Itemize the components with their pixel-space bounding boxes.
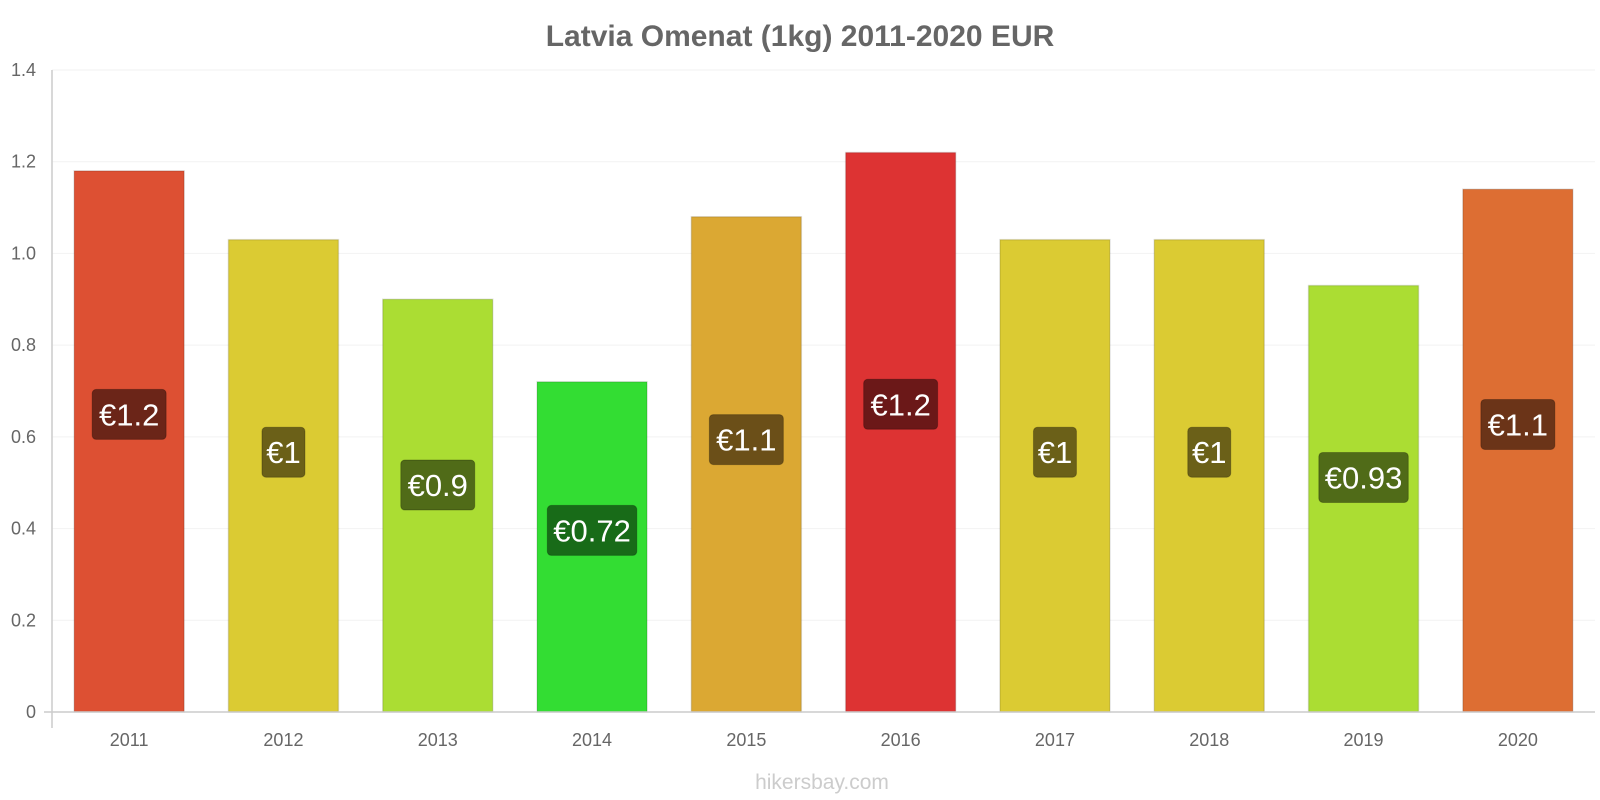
- data-label-box: [91, 388, 167, 440]
- data-label-box: [400, 459, 476, 511]
- data-label-box: [1187, 426, 1232, 478]
- data-label-box: [546, 504, 638, 556]
- data-label-box: [1032, 426, 1077, 478]
- y-tick-label: 0.4: [11, 519, 36, 539]
- data-label: €0.93: [1325, 460, 1403, 495]
- y-tick-label: 0.2: [11, 610, 36, 630]
- x-tick-label: 2018: [1189, 730, 1229, 750]
- y-tick-label: 0.8: [11, 335, 36, 355]
- data-label: €0.72: [553, 513, 631, 548]
- data-label: €1: [1192, 435, 1226, 470]
- y-tick-label: 1.4: [11, 60, 36, 80]
- data-label: €1: [1038, 435, 1072, 470]
- bar-2016: [844, 151, 957, 713]
- data-labels: €1.2 €1 €0.9 €0.72 €1.1 €1.2 €1 €1 €0.93 €1.1: [91, 378, 1556, 556]
- y-tick-label: 0: [26, 702, 36, 722]
- data-label-box: [261, 426, 306, 478]
- y-axis: 0 0.2 0.4 0.6 0.8 1.0 1.2 1.4: [11, 60, 53, 728]
- data-label: €1.1: [716, 423, 776, 458]
- data-label-box: [863, 378, 939, 430]
- data-label: €1.2: [99, 397, 159, 432]
- data-label-box: [1480, 398, 1556, 450]
- bar-2020: [1462, 188, 1574, 713]
- x-tick-label: 2016: [881, 730, 921, 750]
- data-label: €1.2: [870, 387, 930, 422]
- data-label: €1: [266, 435, 300, 470]
- x-tick-label: 2015: [726, 730, 766, 750]
- y-tick-label: 0.6: [11, 427, 36, 447]
- data-label-box: [708, 414, 784, 466]
- y-tick-label: 1.2: [11, 152, 36, 172]
- x-tick-label: 2019: [1344, 730, 1384, 750]
- data-label: €0.9: [408, 468, 468, 503]
- x-axis: 2011 2012 2013 2014 2015 2016 2017 2018 2019 2020: [44, 711, 1595, 750]
- x-tick-label: 2013: [418, 730, 458, 750]
- x-tick-label: 2011: [110, 730, 149, 750]
- data-label-box: [1318, 451, 1409, 503]
- x-tick-label: 2020: [1498, 730, 1538, 750]
- bar-2011: [73, 170, 185, 713]
- x-tick-label: 2012: [263, 730, 303, 750]
- x-tick-label: 2017: [1035, 730, 1075, 750]
- watermark: hikersbay.com: [755, 771, 889, 794]
- x-tick-label: 2014: [572, 730, 612, 750]
- chart-title: Latvia Omenat (1kg) 2011-2020 EUR: [546, 20, 1055, 53]
- data-label: €1.1: [1488, 407, 1548, 442]
- y-tick-label: 1.0: [11, 243, 36, 263]
